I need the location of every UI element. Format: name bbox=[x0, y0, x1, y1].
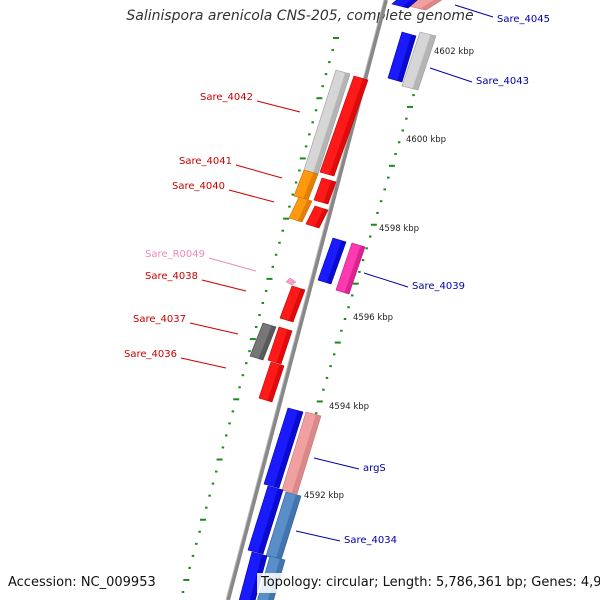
connector-sare_4038 bbox=[201, 279, 247, 292]
connector-sare_4034 bbox=[295, 530, 341, 542]
sare-4041b-block[interactable] bbox=[293, 169, 319, 201]
sare-4037-block[interactable] bbox=[249, 322, 277, 361]
sare-4039a-block[interactable] bbox=[317, 237, 347, 285]
ruler-label-4594: 4594 kbp bbox=[329, 402, 369, 412]
ruler-ticks bbox=[181, 37, 431, 593]
connector-args bbox=[313, 457, 360, 470]
sare-4041-block[interactable] bbox=[313, 177, 337, 205]
sare-4045b-block[interactable] bbox=[391, 0, 422, 9]
gene-label-sare_4034[interactable]: Sare_4034 bbox=[344, 535, 397, 546]
gene-features[interactable] bbox=[236, 0, 448, 600]
ruler-label-4600: 4600 kbp bbox=[406, 135, 446, 145]
connector-sare_4041 bbox=[235, 164, 283, 179]
sare-4038-block[interactable] bbox=[279, 285, 306, 323]
connector-sare_4042 bbox=[256, 100, 301, 113]
ruler-labels: 4602 kbp 4600 kbp 4598 kbp 4596 kbp 4594 kbp… bbox=[304, 47, 474, 501]
gene-label-sare_4040[interactable]: Sare_4040 bbox=[172, 181, 225, 192]
sare-4040-block[interactable] bbox=[305, 205, 329, 229]
connector-sare_4045 bbox=[454, 4, 494, 18]
argS-b-block[interactable] bbox=[263, 407, 304, 489]
gene-label-sare_4042[interactable]: Sare_4042 bbox=[200, 92, 253, 103]
connector-sare_4040 bbox=[228, 189, 275, 203]
sare-4037b-block[interactable] bbox=[267, 326, 293, 365]
sare-4042-block[interactable] bbox=[319, 75, 369, 177]
label-connectors bbox=[180, 4, 494, 542]
accession-text: Accession: NC_009953 bbox=[8, 573, 156, 593]
gene-labels[interactable]: Sare_4045 Sare_4043 Sare_4042 Sare_4041 Sare… bbox=[124, 14, 550, 546]
argS-block[interactable] bbox=[281, 411, 322, 495]
gene-label-sare_4039[interactable]: Sare_4039 bbox=[412, 281, 465, 292]
map-title: Salinispora arenicola CNS-205, complete … bbox=[126, 8, 474, 24]
gene-label-sare_4037[interactable]: Sare_4037 bbox=[133, 314, 186, 325]
gene-label-sare_4041[interactable]: Sare_4041 bbox=[179, 156, 232, 167]
gene-label-sare_r0049[interactable]: Sare_R0049 bbox=[145, 249, 205, 260]
connector-sare_r0049 bbox=[208, 257, 257, 272]
sare-4040b-block[interactable] bbox=[288, 196, 313, 223]
genome-summary-text: Topology: circular; Length: 5,786,361 bp… bbox=[257, 573, 600, 593]
sare-4039-block[interactable] bbox=[335, 242, 366, 295]
connector-sare_4039 bbox=[363, 272, 409, 288]
ruler-label-4598: 4598 kbp bbox=[379, 224, 419, 234]
sare-4034b-block[interactable] bbox=[247, 485, 284, 555]
ruler-label-4596: 4596 kbp bbox=[353, 313, 393, 323]
sare-4036-block[interactable] bbox=[258, 361, 285, 403]
gene-label-sare_4043[interactable]: Sare_4043 bbox=[476, 76, 529, 87]
ruler-label-4602: 4602 kbp bbox=[434, 47, 474, 57]
gene-label-args[interactable]: argS bbox=[363, 463, 386, 474]
connector-sare_4043 bbox=[429, 67, 473, 83]
gene-label-sare_4036[interactable]: Sare_4036 bbox=[124, 349, 177, 360]
sare-4044-block[interactable] bbox=[387, 31, 417, 83]
sare-4043-block[interactable] bbox=[401, 31, 437, 91]
sare-r0049-block[interactable] bbox=[285, 277, 297, 286]
gene-label-sare_4038[interactable]: Sare_4038 bbox=[145, 271, 198, 282]
ruler-label-4592: 4592 kbp bbox=[304, 491, 344, 501]
connector-sare_4036 bbox=[180, 357, 227, 369]
connector-sare_4037 bbox=[189, 322, 239, 335]
gene-label-sare_4045[interactable]: Sare_4045 bbox=[497, 14, 550, 25]
